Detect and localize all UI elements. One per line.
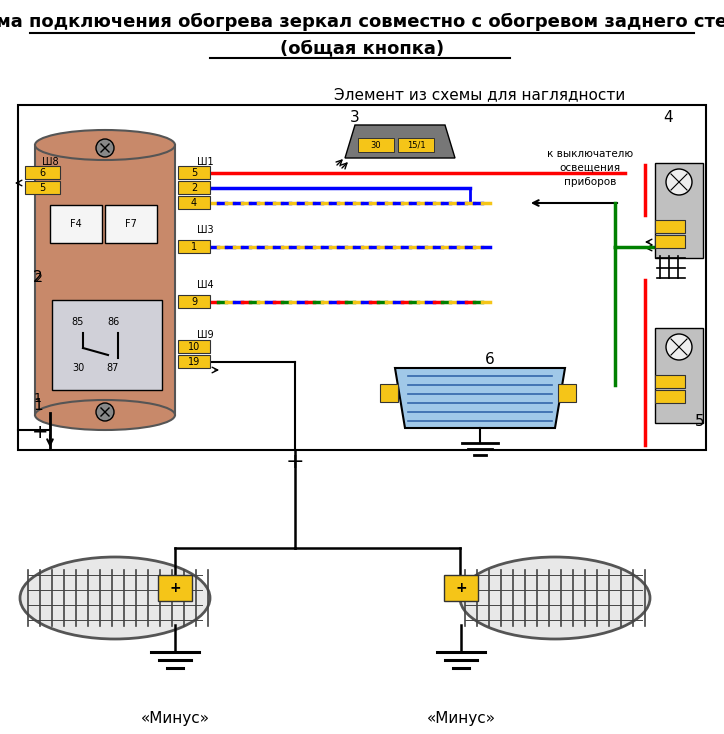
- Text: (общая кнопка): (общая кнопка): [280, 39, 444, 57]
- Text: Схема подключения обогрева зеркал совместно с обогревом заднего стекла: Схема подключения обогрева зеркал совмес…: [0, 13, 724, 31]
- Bar: [398, 138, 434, 152]
- Ellipse shape: [35, 130, 175, 160]
- Bar: [558, 384, 576, 402]
- Bar: [655, 163, 703, 258]
- Bar: [178, 355, 210, 368]
- Bar: [655, 375, 685, 388]
- Text: 2: 2: [34, 272, 42, 285]
- Bar: [178, 166, 210, 179]
- Text: +: +: [286, 452, 304, 472]
- Text: Ш4: Ш4: [197, 280, 214, 290]
- Text: 2: 2: [191, 183, 197, 193]
- Bar: [655, 220, 685, 233]
- Text: 1: 1: [33, 398, 43, 413]
- Text: 85: 85: [72, 317, 84, 327]
- Polygon shape: [345, 125, 455, 158]
- Bar: [18, 105, 706, 450]
- Bar: [50, 205, 102, 243]
- Polygon shape: [35, 145, 175, 415]
- Bar: [178, 295, 210, 308]
- Text: 5: 5: [191, 168, 197, 178]
- Text: 30: 30: [72, 363, 84, 373]
- Circle shape: [666, 334, 692, 360]
- Text: Элемент из схемы для наглядности: Элемент из схемы для наглядности: [334, 87, 626, 103]
- Text: 5: 5: [39, 183, 45, 193]
- Text: F4: F4: [70, 219, 82, 229]
- Bar: [178, 240, 210, 253]
- Text: +: +: [169, 581, 181, 595]
- Text: 6: 6: [485, 352, 495, 368]
- Bar: [25, 166, 60, 179]
- Bar: [178, 340, 210, 353]
- Text: 4: 4: [663, 111, 673, 126]
- Bar: [380, 384, 398, 402]
- Bar: [158, 575, 192, 601]
- Ellipse shape: [20, 557, 210, 639]
- Text: 87: 87: [107, 363, 119, 373]
- Bar: [52, 300, 162, 390]
- Text: «Минус»: «Минус»: [140, 711, 209, 725]
- Text: 30: 30: [371, 140, 382, 150]
- Text: к выключателю
освещения
приборов: к выключателю освещения приборов: [547, 149, 633, 187]
- Bar: [105, 205, 157, 243]
- Text: «Минус»: «Минус»: [426, 711, 495, 725]
- Circle shape: [666, 169, 692, 195]
- Bar: [358, 138, 394, 152]
- Bar: [655, 390, 685, 403]
- Polygon shape: [395, 368, 565, 428]
- Text: 15/1: 15/1: [407, 140, 425, 150]
- Text: 5: 5: [695, 415, 704, 429]
- Text: Ш8: Ш8: [42, 157, 59, 167]
- Bar: [655, 235, 685, 248]
- Bar: [655, 328, 703, 423]
- Ellipse shape: [460, 557, 650, 639]
- Text: 2: 2: [33, 271, 43, 286]
- Text: +: +: [32, 423, 49, 441]
- Circle shape: [96, 139, 114, 157]
- Bar: [25, 181, 60, 194]
- Text: 19: 19: [188, 357, 200, 367]
- Text: 4: 4: [191, 198, 197, 208]
- Text: 1: 1: [191, 242, 197, 252]
- Bar: [178, 181, 210, 194]
- Bar: [444, 575, 478, 601]
- Ellipse shape: [35, 400, 175, 430]
- Text: 10: 10: [188, 342, 200, 352]
- Text: F7: F7: [125, 219, 137, 229]
- Text: 1: 1: [34, 391, 42, 404]
- Text: 3: 3: [350, 111, 360, 126]
- Bar: [178, 196, 210, 209]
- Text: Ш9: Ш9: [197, 330, 214, 340]
- Text: 9: 9: [191, 297, 197, 307]
- Circle shape: [96, 403, 114, 421]
- Text: 86: 86: [107, 317, 119, 327]
- Text: +: +: [455, 581, 467, 595]
- Text: Ш1: Ш1: [197, 157, 214, 167]
- Text: 6: 6: [39, 168, 45, 178]
- Text: Ш3: Ш3: [197, 225, 214, 235]
